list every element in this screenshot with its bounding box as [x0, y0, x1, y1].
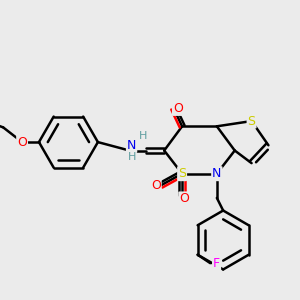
Text: H: H: [139, 131, 147, 141]
Text: H: H: [128, 152, 136, 162]
Text: N: N: [212, 167, 221, 180]
Text: O: O: [151, 179, 161, 192]
Text: F: F: [213, 257, 220, 270]
Text: O: O: [179, 192, 189, 206]
Text: S: S: [178, 167, 186, 180]
Text: O: O: [173, 102, 183, 115]
Text: O: O: [17, 136, 27, 148]
Text: N: N: [127, 139, 136, 152]
Text: S: S: [248, 115, 256, 128]
